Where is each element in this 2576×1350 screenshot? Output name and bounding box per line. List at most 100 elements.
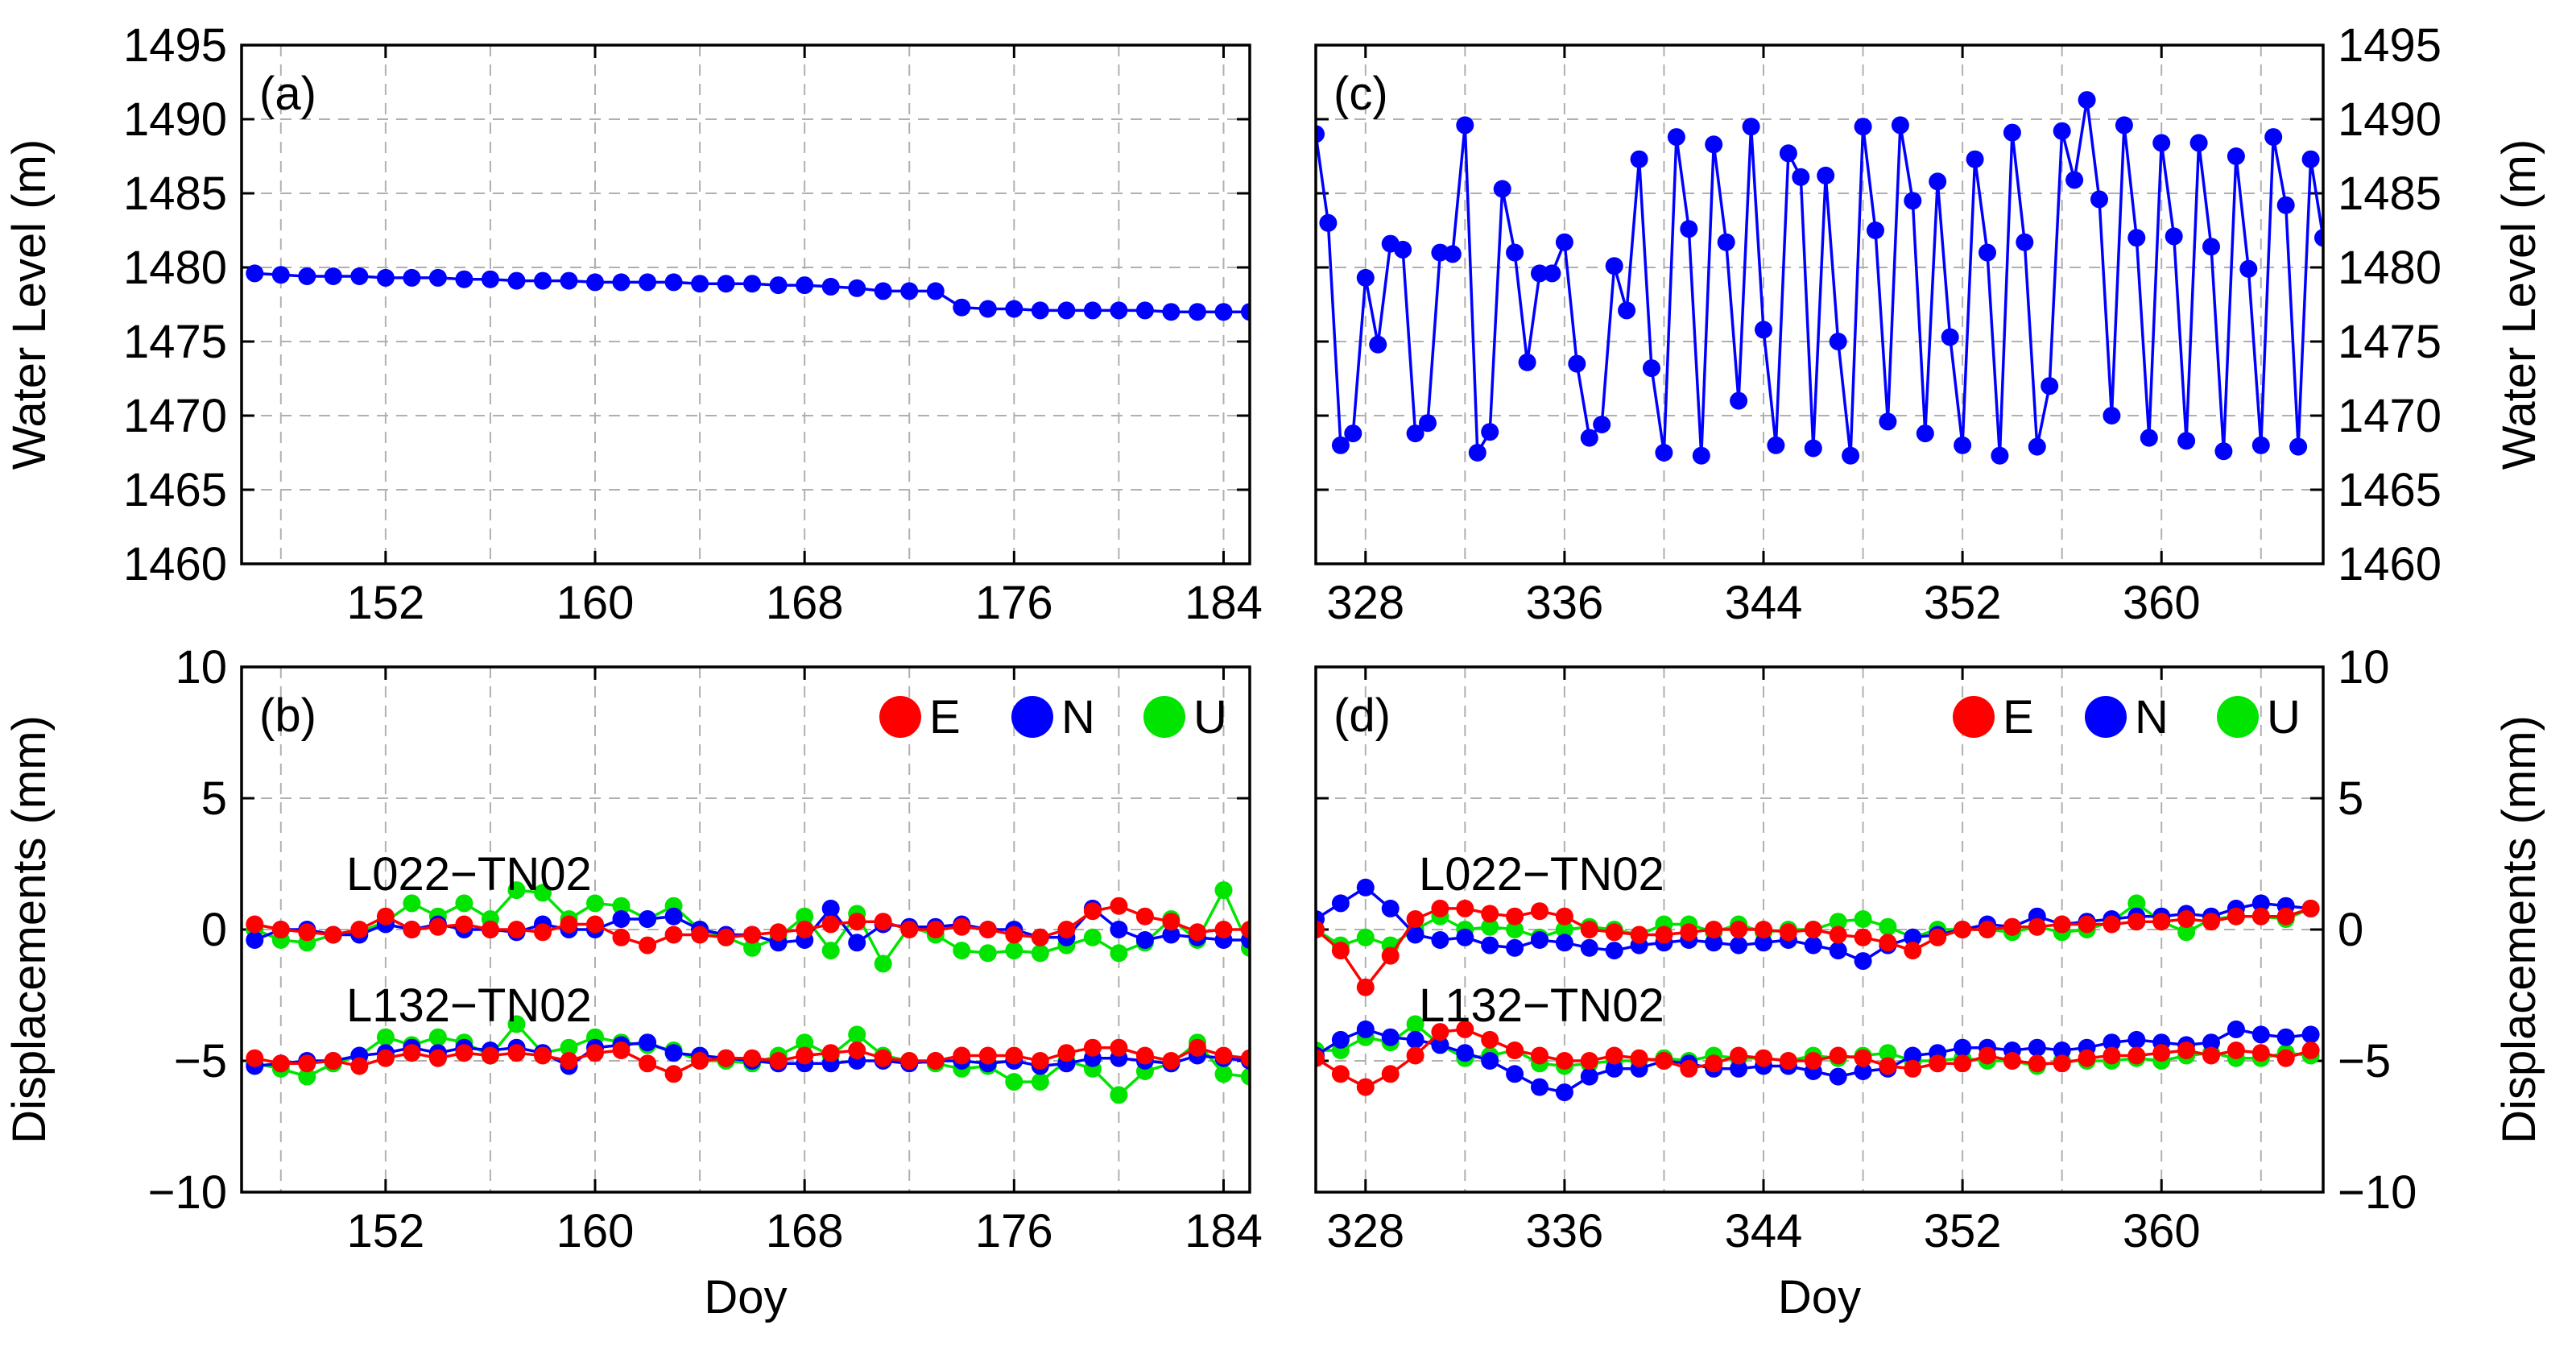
- series-water-level-point: [2264, 128, 2283, 147]
- legend-label-u: U: [2267, 691, 2301, 743]
- series-l022-n-point: [1755, 934, 1772, 952]
- series-l022-n-point: [848, 934, 866, 952]
- series-l022-n-point: [1531, 931, 1548, 949]
- series-l022-u-point: [2127, 894, 2146, 913]
- series-l022-e-point: [1779, 923, 1797, 942]
- series-l022-n-point: [1804, 936, 1822, 955]
- series-l132-e-point: [1680, 1059, 1698, 1078]
- series-l132-e-point: [350, 1057, 369, 1075]
- plot-frame: [240, 665, 1251, 1194]
- series-water-level-point: [1241, 303, 1250, 321]
- series-l132-e-point: [1531, 1046, 1548, 1065]
- series-water-level-point: [1966, 150, 1984, 168]
- series-l022-n-point: [1730, 936, 1748, 955]
- panel-b: −10 −5 0 5 10 152 160 168 176 184 Displacements (m…: [3, 641, 1263, 1323]
- series-l132-e-point: [2103, 1046, 2121, 1065]
- series-l132-e-point: [1555, 1052, 1573, 1070]
- series-l132-n-point: [2053, 1041, 2071, 1059]
- panel-label: (c): [1333, 68, 1388, 120]
- series-water-level-point: [953, 298, 971, 317]
- series-l132-e-point: [2028, 1054, 2046, 1073]
- series-l022-e-point: [2053, 915, 2071, 934]
- series-l022-e-point: [1555, 907, 1573, 926]
- series-l022-n-point: [1162, 926, 1180, 944]
- series-l132-n-point: [2028, 1038, 2046, 1057]
- series-water-level-point: [1331, 436, 1350, 454]
- series-l132-e-point: [1954, 1054, 1972, 1073]
- series-l022-e-point: [298, 923, 316, 942]
- y-tick-label: −10: [2338, 1166, 2417, 1219]
- series-l132-e-point: [2127, 1046, 2146, 1065]
- series-l022-e-point: [769, 923, 788, 942]
- series-water-level-point: [1755, 321, 1772, 339]
- series-l132-e-point: [691, 1052, 709, 1070]
- series-l022-e-point: [1031, 928, 1049, 946]
- series-l022-n-point: [1904, 928, 1922, 946]
- series-l022-n-point: [246, 931, 264, 949]
- plot-area: [1316, 878, 2320, 1102]
- series-water-level-point: [2003, 123, 2021, 142]
- series-l022-u-point: [953, 942, 971, 960]
- series-water-level-point: [1929, 172, 1947, 191]
- series-l022-u-point: [1031, 944, 1049, 963]
- series-water-level-point: [1468, 444, 1486, 462]
- series-water-level-point: [1742, 118, 1760, 136]
- series-water-level-point: [2090, 190, 2108, 209]
- series-l132-n-point: [1456, 1044, 1474, 1062]
- series-water-level-point: [2152, 134, 2171, 152]
- series-l022-e-point: [1135, 907, 1154, 926]
- series-water-level-point: [376, 268, 395, 287]
- series-l022-n-point: [1829, 942, 1847, 960]
- series-l132-e-point: [298, 1054, 316, 1073]
- series-l022-u-point: [403, 894, 421, 913]
- series-l132-e-point: [2003, 1052, 2021, 1070]
- series-l022-u-point: [1214, 881, 1233, 900]
- series-water-level-point: [2314, 229, 2323, 247]
- series-l022-u-point: [586, 894, 604, 913]
- series-l022-n-point: [1381, 899, 1400, 917]
- series-l022-u-point: [743, 938, 762, 957]
- series-l022-n-point: [821, 899, 840, 917]
- legend-label-n: N: [2135, 691, 2169, 743]
- x-axis-label: Doy: [704, 1271, 787, 1323]
- series-water-level-point: [1593, 416, 1611, 433]
- series-l132-e-point: [796, 1046, 814, 1065]
- series-l132-e-point: [978, 1046, 997, 1065]
- series-water-level-point: [691, 275, 709, 293]
- series-l132-u-point: [428, 1028, 447, 1046]
- series-l022-e-point: [560, 915, 578, 934]
- series-l132-e-point: [2276, 1049, 2295, 1067]
- series-l022-u-point: [1005, 942, 1023, 960]
- series-water-level-point: [1705, 135, 1723, 154]
- x-tick-label: 352: [1924, 1205, 2002, 1257]
- series-l132-n-point: [1580, 1067, 1598, 1086]
- series-water-level-point: [2115, 116, 2133, 135]
- series-l022-e-point: [2028, 917, 2046, 936]
- series-l022-e-point: [1854, 928, 1872, 946]
- series-l022-e-point: [664, 926, 683, 944]
- series-l022-n-point: [2251, 894, 2270, 913]
- series-water-level-point: [246, 264, 264, 283]
- series-l132-e-point: [1005, 1046, 1023, 1065]
- series-l132-e-point: [586, 1044, 604, 1062]
- series-water-level-point: [1904, 192, 1922, 210]
- series-water-level-point: [1842, 446, 1860, 465]
- series-l022-e-point: [1605, 923, 1623, 942]
- series-water-level-point: [1804, 439, 1822, 458]
- series-water-level-point: [2214, 442, 2233, 461]
- y-tick-label: 1460: [2338, 538, 2442, 590]
- series-l022-n-point: [1705, 934, 1723, 952]
- series-l022-e-point: [1356, 978, 1375, 996]
- series-l132-n-point: [664, 1044, 683, 1062]
- series-water-level-point: [560, 271, 578, 290]
- series-water-level-point: [507, 271, 526, 290]
- series-water-level-point: [2251, 436, 2270, 454]
- y-tick-label: −5: [2338, 1035, 2391, 1087]
- y-tick-label: 10: [2338, 641, 2390, 694]
- series-l132-e-point: [455, 1044, 473, 1062]
- series-water-level-point: [1456, 116, 1474, 135]
- series-l132-e-point: [900, 1052, 919, 1070]
- series-l132-u-point: [560, 1038, 578, 1057]
- panel-label: (b): [259, 689, 316, 742]
- x-tick-label: 336: [1525, 577, 1603, 629]
